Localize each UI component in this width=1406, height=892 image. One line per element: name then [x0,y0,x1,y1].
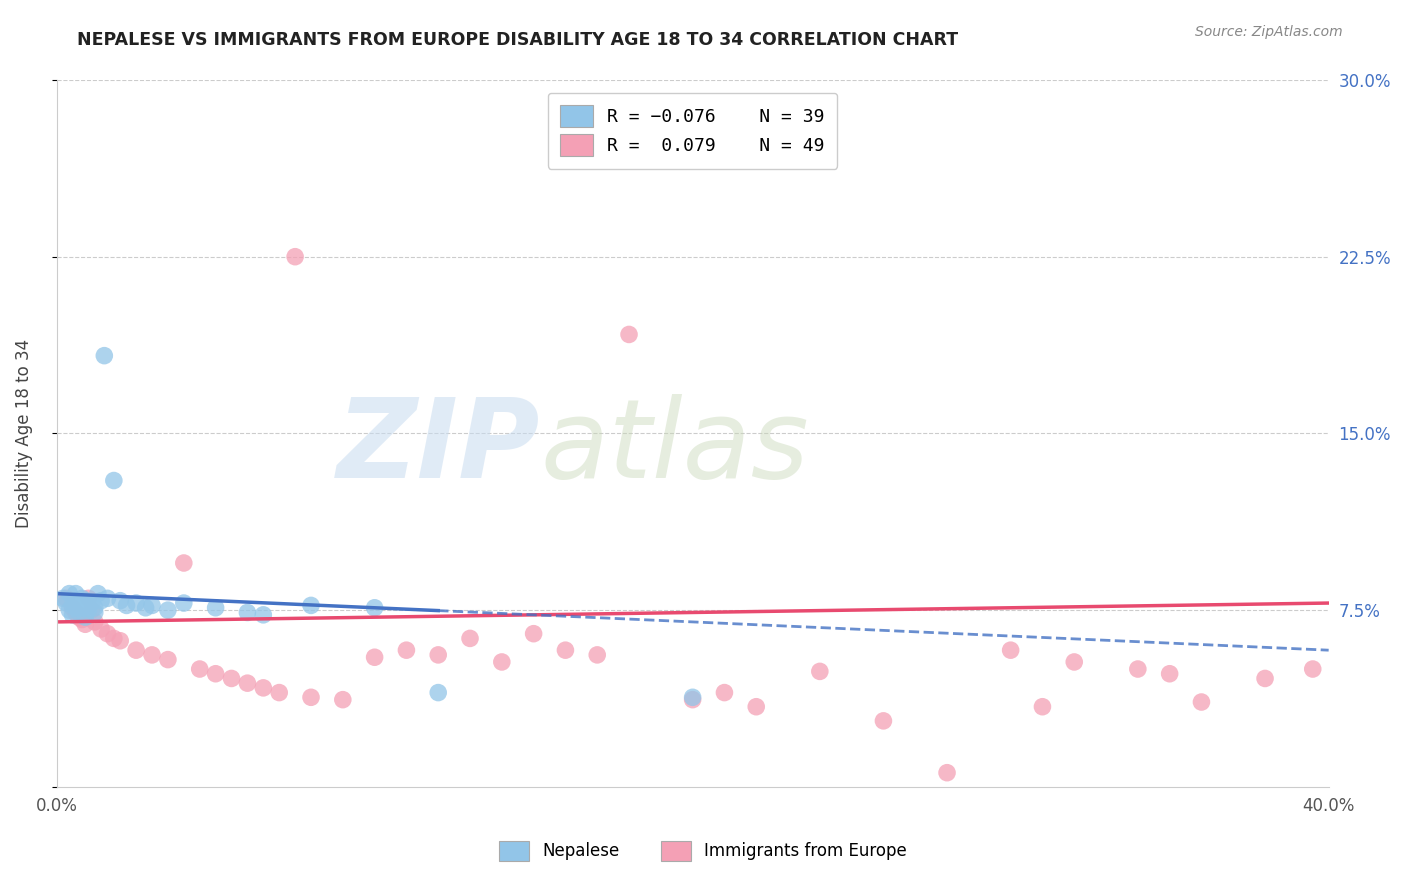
Point [93,349,115,363]
Point [1126,662,1149,676]
Point [70,613,93,627]
Point [269,685,291,699]
Point [363,600,385,615]
Point [135,600,157,615]
Point [1254,672,1277,686]
Point [458,632,481,646]
Point [236,676,259,690]
Point [491,655,513,669]
Point [70,600,93,615]
Point [156,652,179,666]
Point [65,600,87,615]
Text: ZIP: ZIP [336,394,540,501]
Point [96,591,118,606]
Point [90,593,112,607]
Point [115,599,138,613]
Point [55,591,77,606]
Point [523,626,546,640]
Point [83,600,105,615]
Point [83,615,105,629]
Point [586,648,609,662]
Point [77,599,100,613]
Point [75,610,97,624]
Point [110,593,132,607]
Point [125,643,148,657]
Point [332,692,354,706]
Point [936,765,959,780]
Text: NEPALESE VS IMMIGRANTS FROM EUROPE DISABILITY AGE 18 TO 34 CORRELATION CHART: NEPALESE VS IMMIGRANTS FROM EUROPE DISAB… [77,31,959,49]
Point [713,685,735,699]
Point [96,626,118,640]
Point [1302,662,1324,676]
Point [75,593,97,607]
Point [682,690,704,705]
Point [617,327,640,342]
Point [682,692,704,706]
Point [1000,643,1022,657]
Text: Source: ZipAtlas.com: Source: ZipAtlas.com [1195,25,1343,39]
Point [55,596,77,610]
Point [204,666,226,681]
Point [252,681,274,695]
Point [173,596,195,610]
Point [1159,666,1181,681]
Point [427,648,450,662]
Point [58,603,80,617]
Point [252,607,274,622]
Point [204,600,226,615]
Point [221,672,243,686]
Point [299,599,322,613]
Y-axis label: Disability Age 18 to 34: Disability Age 18 to 34 [15,339,32,528]
Point [90,622,112,636]
Point [77,603,100,617]
Point [808,665,831,679]
Point [103,474,125,488]
Legend: Nepalese, Immigrants from Europe: Nepalese, Immigrants from Europe [492,834,914,868]
Point [70,591,93,606]
Point [62,600,84,615]
Point [65,587,87,601]
Point [110,633,132,648]
Point [173,556,195,570]
Point [62,599,84,613]
Point [62,607,84,622]
Point [65,593,87,607]
Point [141,648,163,662]
Point [299,690,322,705]
Point [427,685,450,699]
Point [1063,655,1085,669]
Point [80,596,103,610]
Text: atlas: atlas [540,394,808,501]
Point [103,632,125,646]
Legend: R = −0.076    N = 39, R =  0.079    N = 49: R = −0.076 N = 39, R = 0.079 N = 49 [548,93,838,169]
Point [1191,695,1213,709]
Point [236,606,259,620]
Point [363,650,385,665]
Point [67,606,90,620]
Point [58,587,80,601]
Point [67,596,90,610]
Point [395,643,418,657]
Point [188,662,211,676]
Point [83,606,105,620]
Point [75,617,97,632]
Point [52,591,75,606]
Point [745,699,768,714]
Point [67,610,90,624]
Point [141,599,163,613]
Point [156,603,179,617]
Point [554,643,576,657]
Point [77,591,100,606]
Point [284,250,307,264]
Point [1031,699,1053,714]
Point [87,587,110,601]
Point [872,714,894,728]
Point [80,603,103,617]
Point [125,596,148,610]
Point [65,606,87,620]
